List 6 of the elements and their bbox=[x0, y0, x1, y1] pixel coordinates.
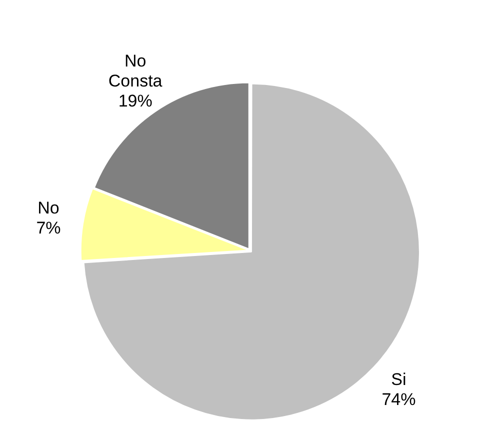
slice-label: No Consta bbox=[108, 51, 163, 90]
slice-label: Si bbox=[391, 370, 406, 389]
data-label: 19% bbox=[118, 91, 152, 110]
data-label: 7% bbox=[36, 218, 61, 238]
data-label: 74% bbox=[382, 390, 416, 409]
slice-label: No bbox=[38, 198, 60, 218]
